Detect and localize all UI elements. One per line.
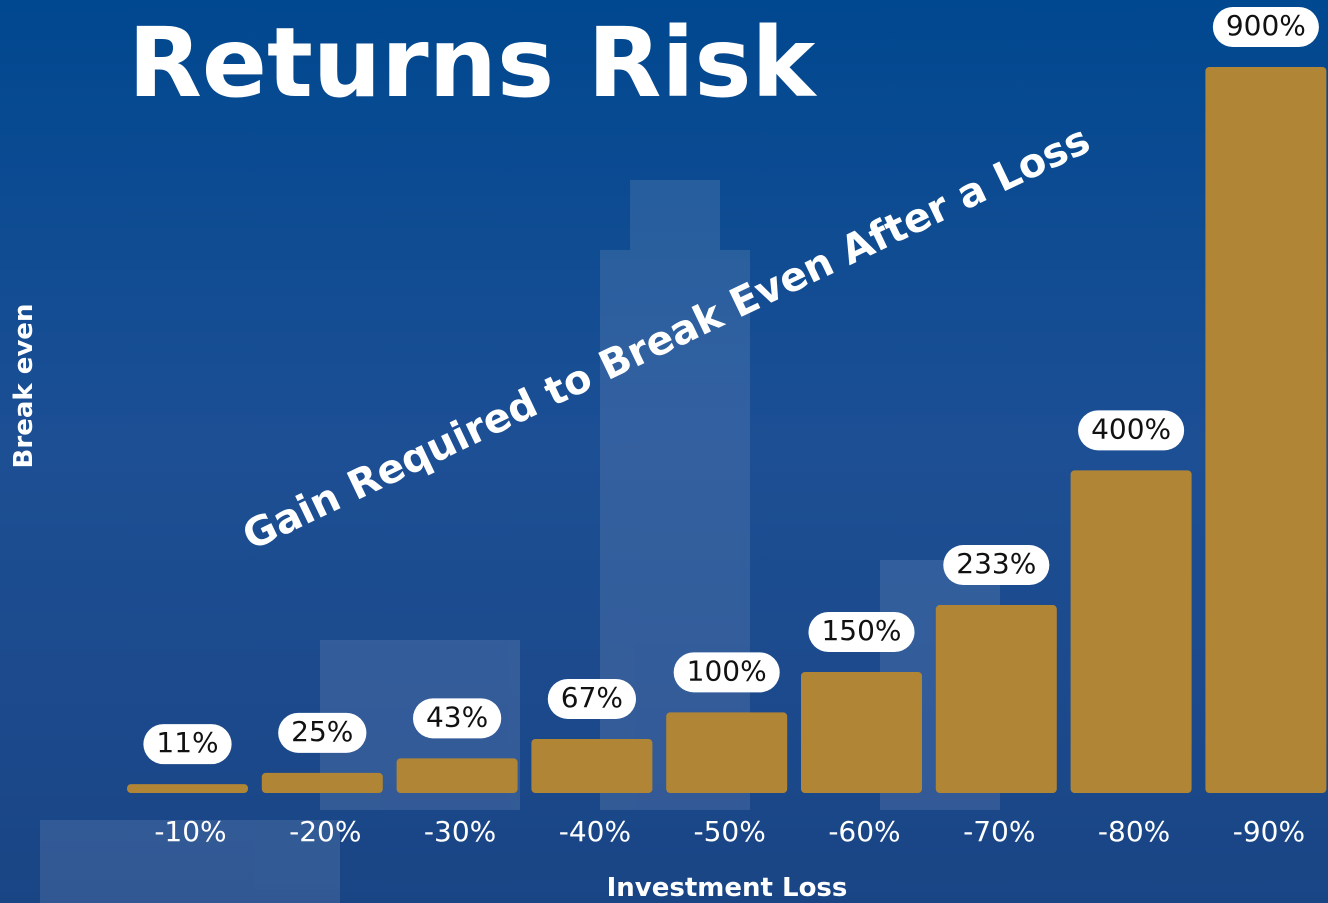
chart: Returns Risk Gain Required to Break Even…: [0, 0, 1328, 903]
value-label-text: 150%: [821, 614, 901, 647]
value-label: 11%: [143, 724, 231, 764]
bar: [127, 784, 248, 793]
x-tick-label: -80%: [1098, 815, 1170, 848]
value-label-text: 233%: [956, 547, 1036, 580]
bar: [262, 773, 383, 793]
x-tick-label: -70%: [963, 815, 1035, 848]
bar: [936, 605, 1057, 793]
bar: [1071, 470, 1192, 793]
value-label-text: 400%: [1091, 412, 1171, 445]
chart-title: Returns Risk: [128, 7, 817, 119]
page: {"chart_data": {"type": "bar", "title": …: [0, 0, 1328, 903]
bar: [531, 739, 652, 793]
bar: [397, 758, 518, 793]
value-label: 25%: [278, 713, 366, 753]
value-label-text: 11%: [156, 726, 218, 759]
x-tick-label: -10%: [154, 815, 226, 848]
value-label: 100%: [674, 652, 780, 692]
value-label-text: 900%: [1226, 9, 1306, 42]
x-tick-label: -40%: [559, 815, 631, 848]
value-label: 43%: [413, 698, 501, 738]
x-tick-label: -30%: [424, 815, 496, 848]
x-tick-label: -60%: [828, 815, 900, 848]
value-label-text: 43%: [426, 700, 488, 733]
value-label-text: 67%: [561, 681, 623, 714]
x-tick-label: -50%: [694, 815, 766, 848]
x-tick-label: -90%: [1233, 815, 1305, 848]
value-label-text: 25%: [291, 715, 353, 748]
value-label: 233%: [943, 545, 1049, 585]
y-axis-label: Break even: [9, 304, 39, 469]
bar: [801, 672, 922, 793]
value-label-text: 100%: [687, 654, 767, 687]
value-label: 400%: [1078, 410, 1184, 450]
x-tick-label: -20%: [289, 815, 361, 848]
x-axis-label: Investment Loss: [607, 873, 848, 903]
value-label: 67%: [548, 679, 636, 719]
value-label: 150%: [808, 612, 914, 652]
value-label: 900%: [1213, 7, 1319, 47]
bar: [666, 712, 787, 793]
bar: [1205, 67, 1326, 793]
